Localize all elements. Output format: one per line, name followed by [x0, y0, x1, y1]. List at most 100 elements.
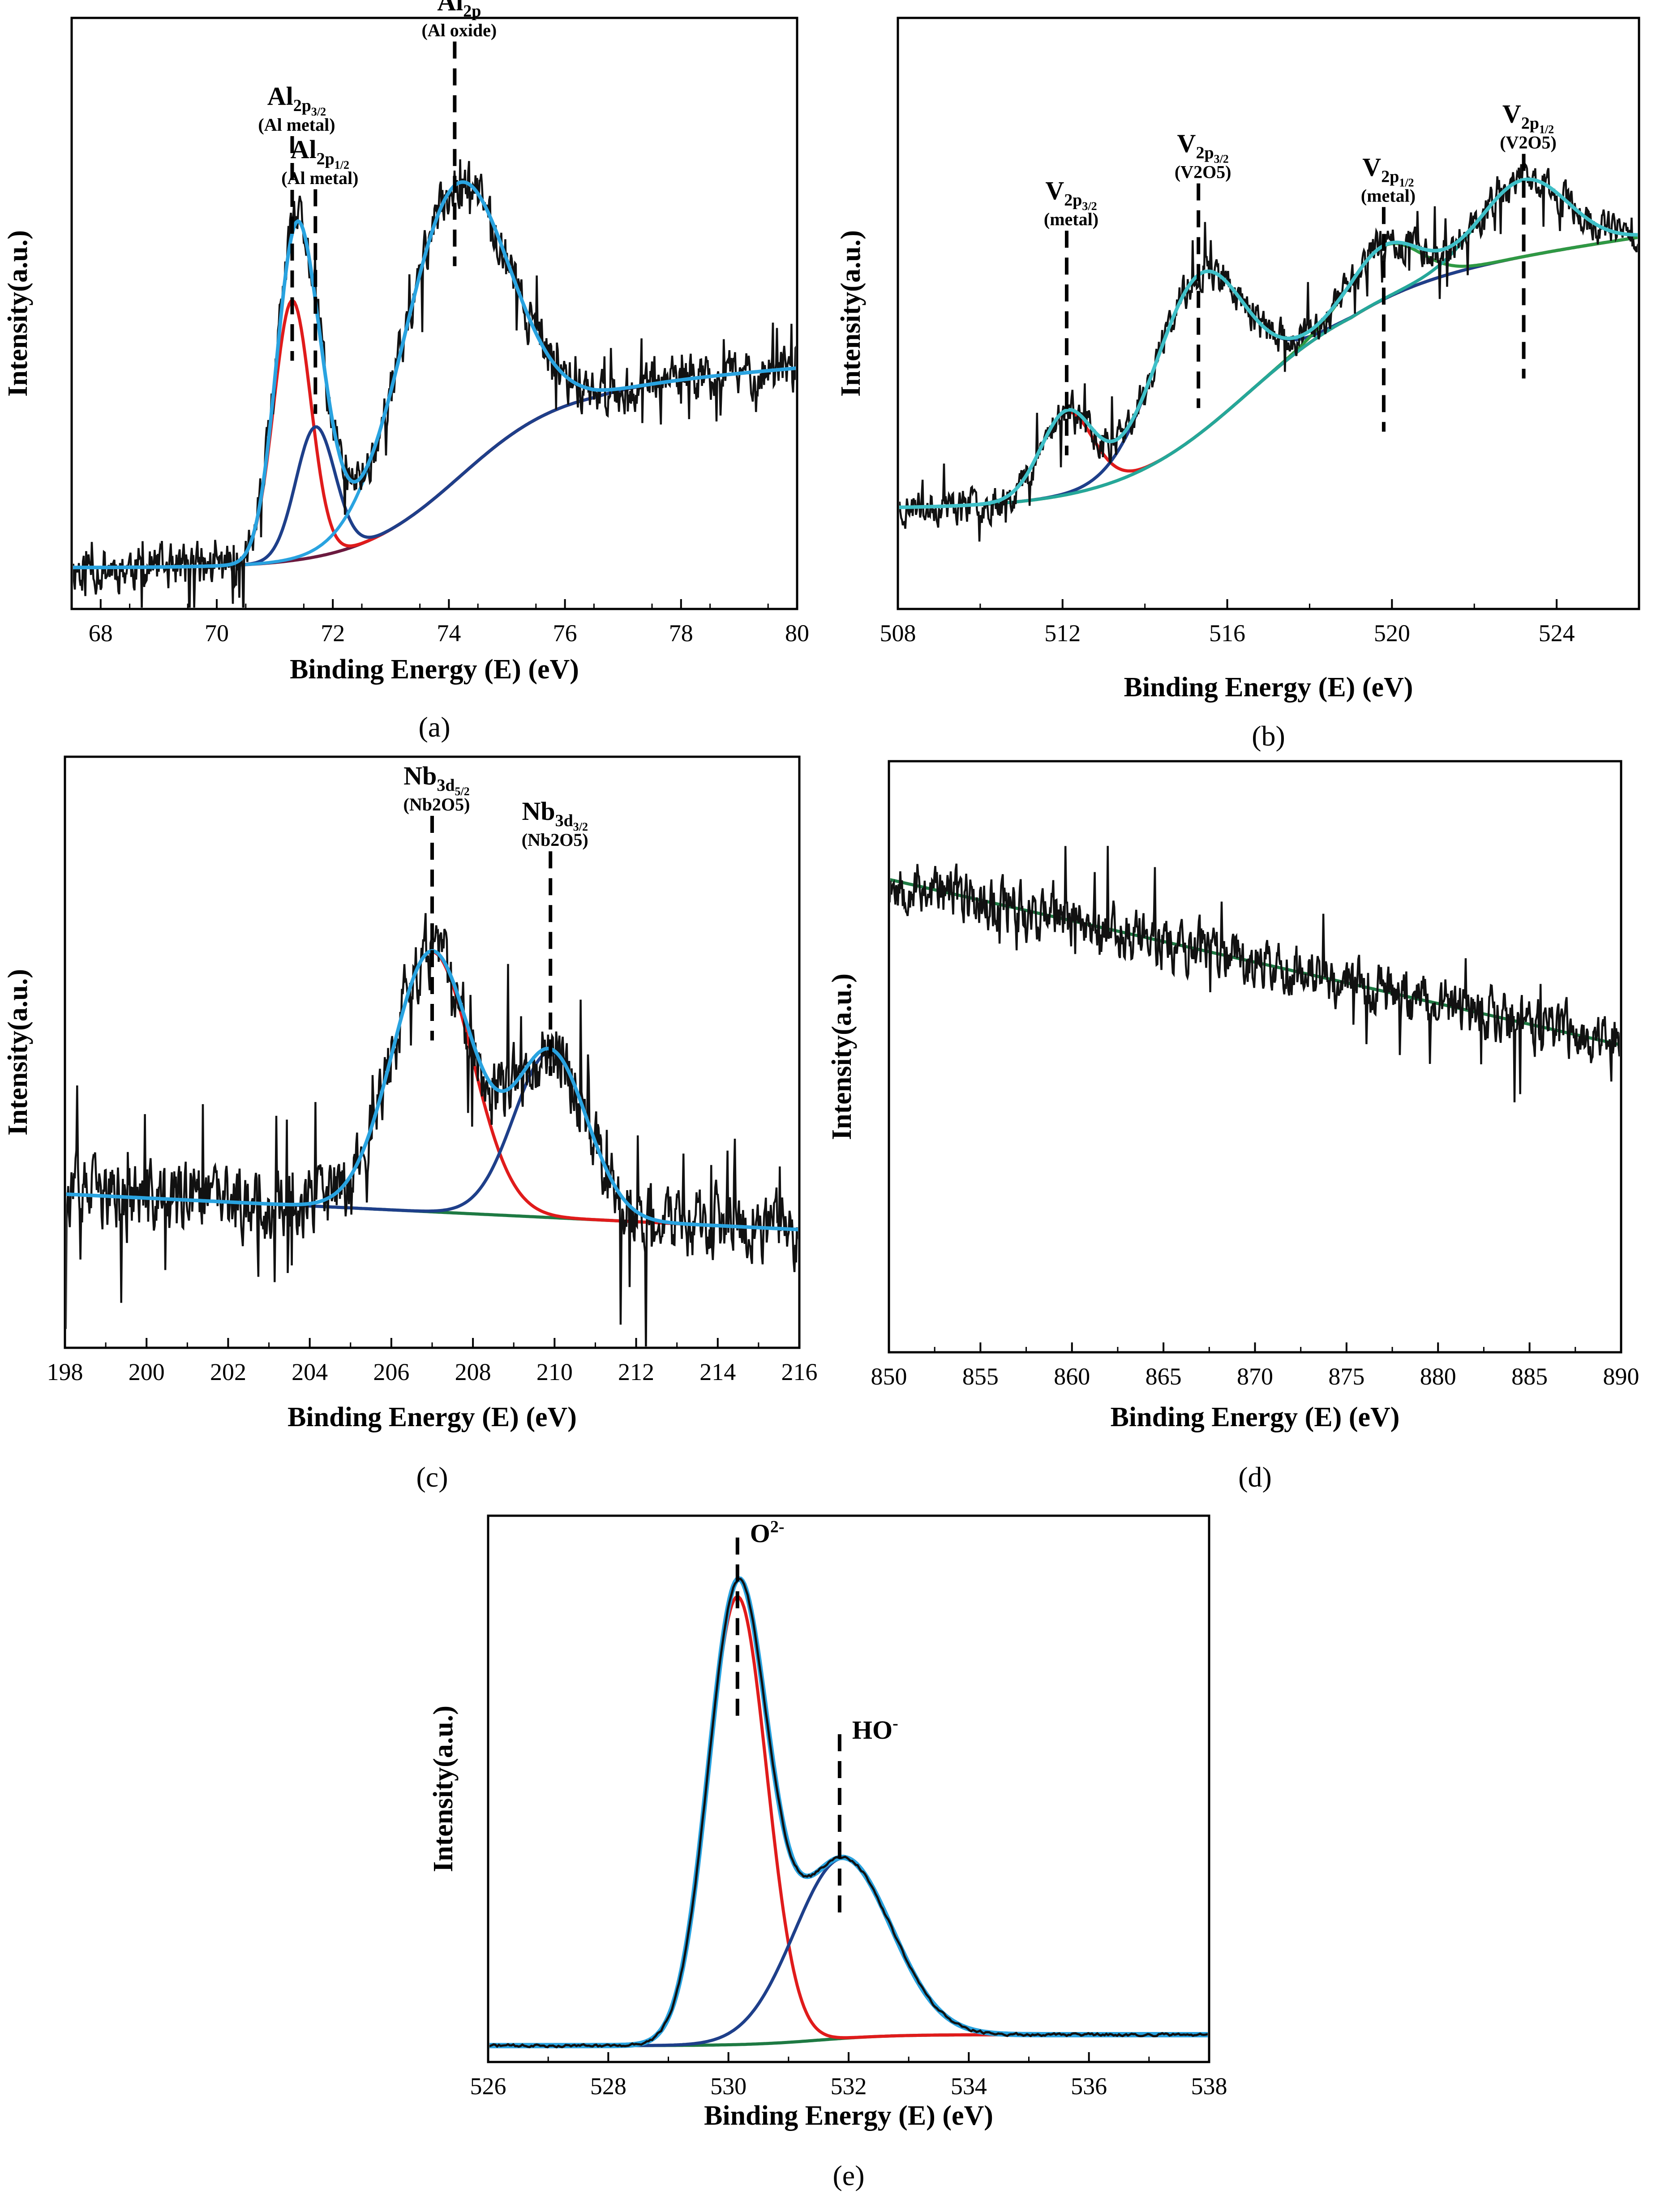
x-tick-label: 526 [470, 2073, 506, 2100]
x-tick-label: 508 [880, 620, 916, 647]
peak-label-main: Nb [403, 761, 437, 790]
peak-note: (Al oxide) [421, 20, 497, 40]
x-tick-label: 204 [292, 1359, 328, 1385]
plot-frame [888, 760, 1622, 1354]
x-tick-label: 216 [781, 1359, 818, 1385]
peak-label: HO- [852, 1714, 898, 1745]
x-axis-title: Binding Energy (E) (eV) [1124, 672, 1413, 703]
peak-component-line [66, 1050, 798, 1231]
chart-panel-d: 850 855 860 865 870 875 880 885 890 Binding Energ… [827, 760, 1639, 1493]
peak-component-line [489, 1856, 1208, 2047]
peak-label: Al2p [437, 0, 481, 21]
x-tick-label: 208 [455, 1359, 491, 1385]
x-tick-label: 74 [437, 620, 461, 647]
peak-label: O2- [750, 1518, 785, 1548]
peak-label-subsubscript: 3/2 [573, 820, 588, 833]
x-tick-label: 850 [871, 1363, 907, 1390]
raw-data-line [73, 159, 796, 608]
x-tick-label: 536 [1071, 2073, 1107, 2100]
plot-area [899, 161, 1638, 542]
x-tick-label: 68 [89, 620, 113, 647]
peak-label-main: V [1362, 152, 1381, 181]
x-tick-label: 875 [1328, 1363, 1364, 1390]
x-tick-label: 534 [951, 2073, 987, 2100]
x-tick-label: 870 [1237, 1363, 1273, 1390]
peak-label: Nb3d5/2 [403, 761, 470, 798]
panel-caption: (c) [416, 1461, 448, 1493]
peak-label-subsubscript: 5/2 [455, 785, 470, 798]
plot-frame [70, 17, 798, 610]
y-axis-title: Intensity(a.u.) [827, 973, 857, 1140]
chart-panel-c: 198 200 202 204 206 208 210 212 214 216 Binding En… [3, 755, 818, 1493]
envelope-line [73, 180, 796, 570]
chart-panel-e: 526 528 530 532 534 536 538 Binding Energy (E) … [428, 1514, 1227, 2191]
x-axis-title: Binding Energy (E) (eV) [1111, 1402, 1400, 1432]
x-tick-label: 70 [205, 620, 229, 647]
y-axis-title: Intensity(a.u.) [3, 969, 33, 1136]
peak-label: V2p3/2 [1045, 176, 1097, 213]
peak-note: (metal) [1044, 209, 1098, 229]
x-tick-label: 200 [129, 1359, 165, 1385]
x-tick-label: 78 [669, 620, 693, 647]
peak-component-line [73, 299, 796, 569]
peak-label-subscript: 3d [555, 811, 573, 830]
peak-label-subsubscript: 1/2 [335, 159, 349, 171]
peak-label: Al2p3/2 [267, 81, 326, 118]
peak-label-main: V [1502, 99, 1521, 129]
x-tick-label: 512 [1044, 620, 1081, 647]
peak-label: V2p3/2 [1177, 129, 1229, 166]
peak-label-main: Al [437, 0, 463, 16]
peak-note: (Nb2O5) [522, 830, 588, 850]
peak-note: (metal) [1361, 185, 1416, 206]
peak-label-main: Nb [522, 797, 555, 826]
peak-component-line [899, 236, 1638, 509]
peak-label-subscript: 2p [317, 150, 335, 168]
peak-label-main: Al [291, 135, 317, 164]
x-tick-label: 520 [1374, 620, 1410, 647]
x-tick-label: 524 [1539, 620, 1575, 647]
y-axis-title: Intensity(a.u.) [836, 230, 866, 397]
x-tick-label: 532 [831, 2073, 867, 2100]
plot-frame [897, 17, 1640, 610]
plot-area [890, 846, 1620, 1102]
panel-caption: (d) [1238, 1461, 1272, 1493]
x-tick-label: 80 [785, 620, 809, 647]
peak-label-subscript: 2p [1196, 144, 1214, 163]
chart-panel-b: 508 512 516 520 524 Binding Energy (E) (eV) In… [836, 17, 1640, 752]
peak-component-line [899, 177, 1638, 509]
background-line [899, 236, 1638, 509]
peak-label-subsubscript: 1/2 [1399, 176, 1414, 189]
peak-label-subsubscript: 3/2 [1214, 153, 1229, 166]
peak-label-superscript: - [892, 1714, 898, 1733]
peak-component-line [489, 1595, 1208, 2047]
peak-label-subscript: 2p [1521, 114, 1539, 133]
peak-label-main: V [1045, 176, 1064, 205]
peak-label: V2p1/2 [1502, 99, 1554, 136]
peak-component-line [899, 236, 1638, 509]
plot-frame [487, 1514, 1210, 2063]
plot-area [73, 159, 796, 608]
raw-data-line [489, 1578, 1208, 2049]
plot-area [489, 1576, 1208, 2049]
peak-note: (Al metal) [258, 115, 335, 135]
peak-label-subscript: 2p [293, 96, 311, 115]
x-tick-label: 538 [1191, 2073, 1227, 2100]
peak-note: (V2O5) [1175, 162, 1231, 182]
x-tick-label: 530 [710, 2073, 747, 2100]
peak-label-subscript: 2p [1381, 167, 1399, 186]
peak-label: Al2p1/2 [291, 135, 349, 171]
x-axis-title: Binding Energy (E) (eV) [704, 2101, 993, 2131]
x-tick-label: 198 [47, 1359, 83, 1385]
peak-label-superscript: 2- [770, 1518, 785, 1536]
peak-label-subscript: 2p [1064, 191, 1082, 210]
x-tick-label: 212 [618, 1359, 654, 1385]
x-tick-label: 214 [699, 1359, 736, 1385]
x-tick-label: 855 [962, 1363, 999, 1390]
x-tick-label: 516 [1209, 620, 1245, 647]
y-axis-title: Intensity(a.u.) [428, 1706, 459, 1872]
panel-caption: (e) [832, 2160, 864, 2191]
peak-label-main: V [1177, 129, 1196, 158]
peak-label: Nb3d3/2 [522, 797, 588, 833]
x-axis-title: Binding Energy (E) (eV) [290, 654, 579, 685]
x-tick-label: 865 [1146, 1363, 1182, 1390]
